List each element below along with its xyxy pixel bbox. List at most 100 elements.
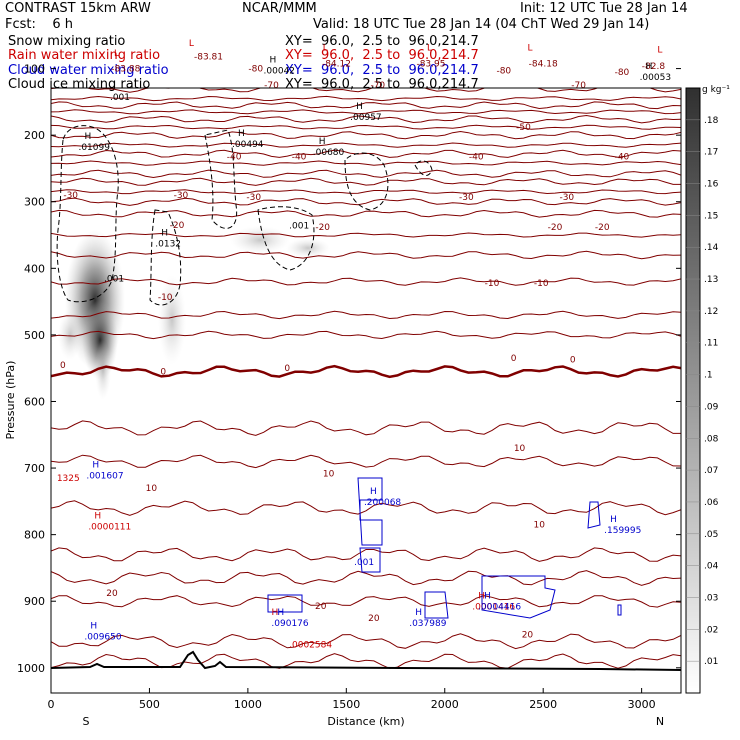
x-end-label-left: S: [83, 715, 90, 728]
cloud-water-contour: [267, 594, 303, 613]
x-tick-label: 0: [48, 698, 55, 711]
extremum-marker: H: [610, 515, 617, 525]
temperature-isotherm: [51, 169, 681, 179]
extremum-value: .00680: [313, 148, 345, 158]
temperature-isotherm: [51, 277, 681, 286]
extremum-value: .001: [289, 222, 309, 232]
y-tick-label: 400: [24, 262, 45, 275]
extremum-value: .001607: [86, 471, 123, 481]
extremum-value: .00042: [264, 67, 296, 77]
colorbar-tick-label: .08: [704, 434, 719, 444]
temperature-label: -40: [292, 152, 307, 162]
plot-frame: [50, 87, 682, 694]
temperature-label: 0: [284, 364, 290, 374]
temperature-label: 10: [534, 521, 546, 531]
colorbar-tick-label: .01: [704, 657, 718, 667]
temperature-isotherm: [51, 46, 681, 53]
temperature-isotherm-labeled: [51, 80, 681, 84]
temperature-label: 0: [160, 368, 166, 378]
x-tick-label: 1500: [332, 698, 360, 711]
extremum-value: .0001416: [472, 603, 515, 613]
temperature-isotherm: [51, 633, 681, 650]
x-tick-label: 2500: [529, 698, 557, 711]
temperature-isotherm: [51, 130, 681, 140]
extremum-value: .037989: [409, 619, 446, 629]
temperature-isotherm: [51, 149, 681, 158]
temperature-label: -10: [158, 293, 173, 303]
temperature-label: -20: [548, 223, 563, 233]
temperature-isotherm: [51, 60, 681, 67]
extremum-marker: L: [527, 44, 532, 54]
extremum-value: .159995: [604, 526, 641, 536]
extremum-marker: H: [161, 229, 168, 239]
temperature-label: -70: [571, 81, 586, 91]
temperature-isotherm-labeled: [51, 142, 681, 148]
extremum-marker: H: [415, 608, 422, 618]
temperature-isotherm: [51, 53, 681, 60]
y-tick-label: 300: [24, 196, 45, 209]
temperature-label: 10: [514, 444, 526, 454]
extremum-marker: H: [238, 129, 245, 139]
field-xy-rain: XY= 96.0, 2.5 to 96.0,214.7: [285, 48, 479, 63]
colorbar-tick-label: .06: [704, 498, 719, 508]
snow-mixing-ratio-shading: [58, 226, 330, 400]
temperature-label: -83.81: [194, 53, 223, 63]
cloud-water-contours: [267, 477, 622, 619]
colorbar-tick-label: .02: [704, 625, 718, 635]
extremum-marker: H: [277, 608, 284, 618]
cloud-ice-contour: [56, 125, 119, 303]
colorbar-tick-label: .14: [704, 243, 719, 253]
extremum-marker: L: [114, 49, 119, 59]
extremum-marker: H: [94, 512, 101, 522]
temperature-isotherm: [51, 250, 681, 260]
init-time: Init: 12 UTC Tue 28 Jan 14: [520, 1, 688, 16]
extremum-marker: L: [189, 39, 194, 49]
extremum-value: .001: [104, 274, 124, 284]
colorbar-tick-label: .07: [704, 466, 718, 476]
extremum-marker: H: [319, 137, 326, 147]
extremum-value: .00053: [640, 73, 672, 83]
temperature-isotherm: [51, 72, 681, 79]
temperature-isotherm-labeled: [51, 595, 681, 608]
temperature-label: -70: [370, 81, 385, 91]
extremum-value: .009650: [84, 633, 121, 643]
y-tick-label: 700: [24, 462, 45, 475]
terrain-profile: [51, 650, 681, 671]
x-tick-label: 1000: [234, 698, 262, 711]
x-end-label-right: N: [656, 715, 664, 728]
organization-label: NCAR/MMM: [242, 1, 317, 16]
temperature-label: -83.88: [111, 65, 140, 75]
y-tick-label: 200: [24, 129, 45, 142]
extremum-marker: H: [370, 487, 377, 497]
extremum-marker: H: [90, 622, 97, 632]
extremum-value: .0000111: [88, 523, 131, 533]
extremum-value: .0002584: [289, 640, 332, 650]
cloud-water-contour: [617, 604, 622, 616]
snow-band-shading: [158, 275, 186, 365]
temperature-isotherm-labeled: [51, 124, 681, 130]
extremum-value: .01099: [78, 143, 110, 153]
temperature-isotherm: [51, 330, 681, 340]
temperature-label: 0: [570, 356, 576, 366]
extremum-value: .090176: [271, 619, 308, 629]
colorbar-tick-label: .15: [704, 211, 718, 221]
x-axis-label: Distance (km): [327, 715, 404, 728]
temperature-label: -30: [63, 191, 78, 201]
field-xy-snow: XY= 96.0, 2.5 to 96.0,214.7: [285, 34, 479, 49]
extremum-marker: H: [356, 102, 363, 112]
temperature-label: 10: [146, 484, 158, 494]
temperature-isotherm: [51, 420, 681, 436]
extremum-marker: H: [484, 592, 491, 602]
temperature-label: -84.12: [322, 59, 351, 69]
colorbar-scale: [685, 87, 701, 694]
temperature-label: -10: [534, 279, 549, 289]
cloud-water-contour: [359, 547, 381, 573]
temperature-label: -80: [248, 65, 263, 75]
snow-band-shading: [95, 340, 111, 400]
temperature-isotherm-labeled: [51, 160, 681, 166]
colorbar-tick-label: .12: [704, 307, 718, 317]
temperature-label: -20: [170, 221, 185, 231]
extremum-marker: H: [92, 460, 99, 470]
